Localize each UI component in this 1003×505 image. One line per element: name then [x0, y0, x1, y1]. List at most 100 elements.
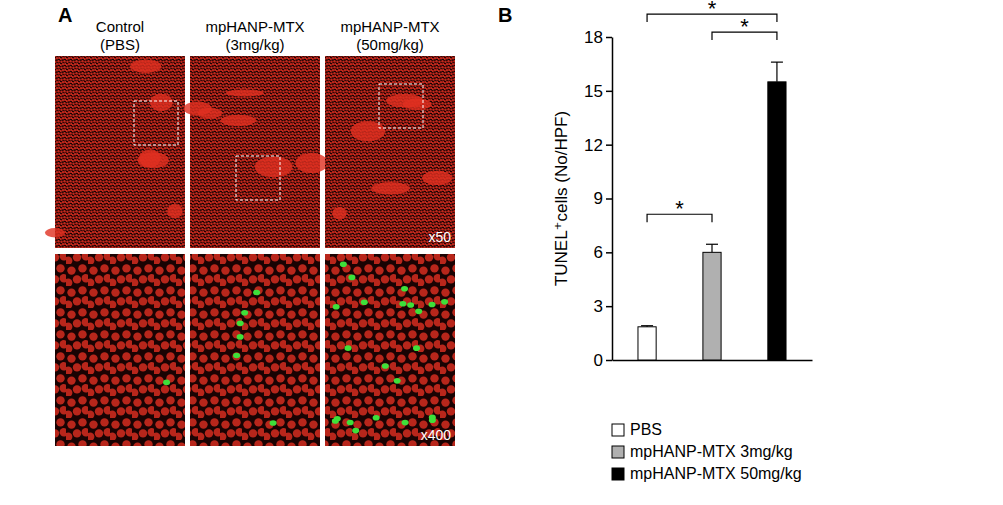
tissue-blob	[184, 101, 212, 115]
y-tick-label: 6	[594, 243, 603, 262]
micrograph	[55, 56, 185, 248]
tissue-blob	[351, 121, 385, 141]
tunel-cell	[402, 420, 409, 426]
error-bar-stem	[776, 62, 777, 82]
error-bar	[706, 244, 718, 252]
legend-label: mpHANP-MTX 3mg/kg	[630, 443, 793, 460]
error-bar-cap	[641, 325, 653, 326]
column-title: Control	[96, 18, 144, 35]
zoom-box	[236, 156, 280, 200]
legend-swatch	[612, 468, 624, 480]
x-axis	[613, 360, 813, 361]
column-title: mpHANP-MTX	[205, 18, 304, 35]
y-tick-mark	[606, 91, 612, 93]
tunel-cell	[345, 345, 352, 351]
tunel-cell	[373, 415, 380, 421]
legend-label: PBS	[630, 421, 662, 438]
tissue-blob	[221, 115, 256, 126]
y-tick: 9	[594, 189, 612, 208]
y-tick: 15	[584, 82, 612, 101]
y-tick-mark	[606, 37, 612, 39]
y-tick: 18	[584, 28, 612, 47]
tissue-blob	[138, 152, 169, 168]
y-tick-label: 15	[584, 82, 603, 101]
significance-label: *	[708, 0, 717, 21]
tissue-blob	[296, 153, 328, 173]
legend-swatch	[612, 446, 624, 458]
y-tick-label: 18	[584, 28, 603, 47]
tunel-cell	[270, 420, 277, 426]
magnification: x400	[421, 427, 452, 443]
error-bar-stem	[711, 244, 712, 252]
tissue-blob	[150, 94, 172, 111]
legend: PBSmpHANP-MTX 3mg/kgmpHANP-MTX 50mg/kg	[612, 421, 802, 482]
error-bar	[771, 62, 783, 82]
tunel-cell	[334, 416, 341, 422]
column-title: mpHANP-MTX	[340, 18, 439, 35]
tissue-blob	[403, 98, 431, 110]
y-tick: 3	[594, 297, 612, 316]
y-tick-mark	[606, 144, 612, 146]
tunel-cell	[241, 310, 248, 316]
y-tick-mark	[606, 306, 612, 308]
y-tick: 0	[594, 351, 612, 370]
y-tick-mark	[606, 360, 612, 362]
tunel-cell	[441, 299, 448, 305]
error-bar-cap	[771, 62, 783, 63]
legend-swatch	[612, 424, 624, 436]
tunel-cell	[237, 320, 244, 326]
y-axis: 0 3 6 9 12 15 18	[584, 28, 612, 370]
tunel-cell	[233, 353, 240, 359]
micrograph	[190, 254, 320, 446]
tissue-blob	[332, 207, 346, 220]
tunel-cell	[429, 417, 436, 423]
error-bar-cap	[706, 244, 718, 245]
tunel-cell	[382, 363, 389, 369]
tunel-cell	[340, 261, 347, 267]
tissue-blob	[255, 157, 293, 178]
micrograph	[190, 56, 320, 248]
y-tick-label: 12	[584, 136, 603, 155]
tunel-cell	[348, 275, 355, 281]
panel-label: B	[498, 4, 512, 26]
tissue-blob	[45, 228, 65, 237]
tissue-blob	[226, 90, 263, 97]
micrograph	[325, 254, 455, 446]
column-subtitle: (3mg/kg)	[225, 36, 284, 53]
tunel-cell	[352, 428, 359, 434]
column-subtitle: (50mg/kg)	[356, 36, 424, 53]
zoom-box	[134, 101, 178, 145]
tunel-cell	[413, 345, 420, 351]
tunel-cell	[407, 302, 414, 308]
error-bar	[641, 326, 653, 327]
bars	[638, 62, 786, 360]
tunel-cell	[237, 334, 244, 340]
column-subtitle: (PBS)	[100, 36, 140, 53]
zoom-box	[379, 84, 423, 128]
y-tick-label: 3	[594, 297, 603, 316]
tunel-cell	[163, 380, 170, 386]
tunel-cell	[394, 378, 401, 384]
magnification: x50	[428, 229, 451, 245]
significance-label: *	[675, 196, 684, 221]
bar	[768, 82, 786, 360]
tunel-cell	[401, 286, 408, 292]
y-tick: 6	[594, 243, 612, 262]
tunel-cell	[429, 302, 436, 308]
micrograph	[325, 56, 455, 248]
y-tick-label: 9	[594, 189, 603, 208]
y-axis-title: TUNEL⁺cells (No/HPF)	[552, 111, 571, 286]
tunel-cell	[415, 309, 422, 315]
tissue-blob	[422, 171, 452, 185]
tunel-cell	[361, 300, 368, 306]
tunel-cell	[253, 290, 260, 296]
panel-label: A	[58, 4, 72, 26]
bar	[638, 327, 656, 360]
tunel-cell	[347, 420, 354, 426]
y-tick-label: 0	[594, 351, 603, 370]
significance-label: *	[740, 14, 749, 39]
bar	[703, 252, 721, 360]
y-tick-mark	[606, 252, 612, 254]
tissue-blob	[167, 204, 182, 218]
figure: ABControl(PBS)mpHANP-MTX(3mg/kg)mpHANP-M…	[0, 0, 1003, 505]
